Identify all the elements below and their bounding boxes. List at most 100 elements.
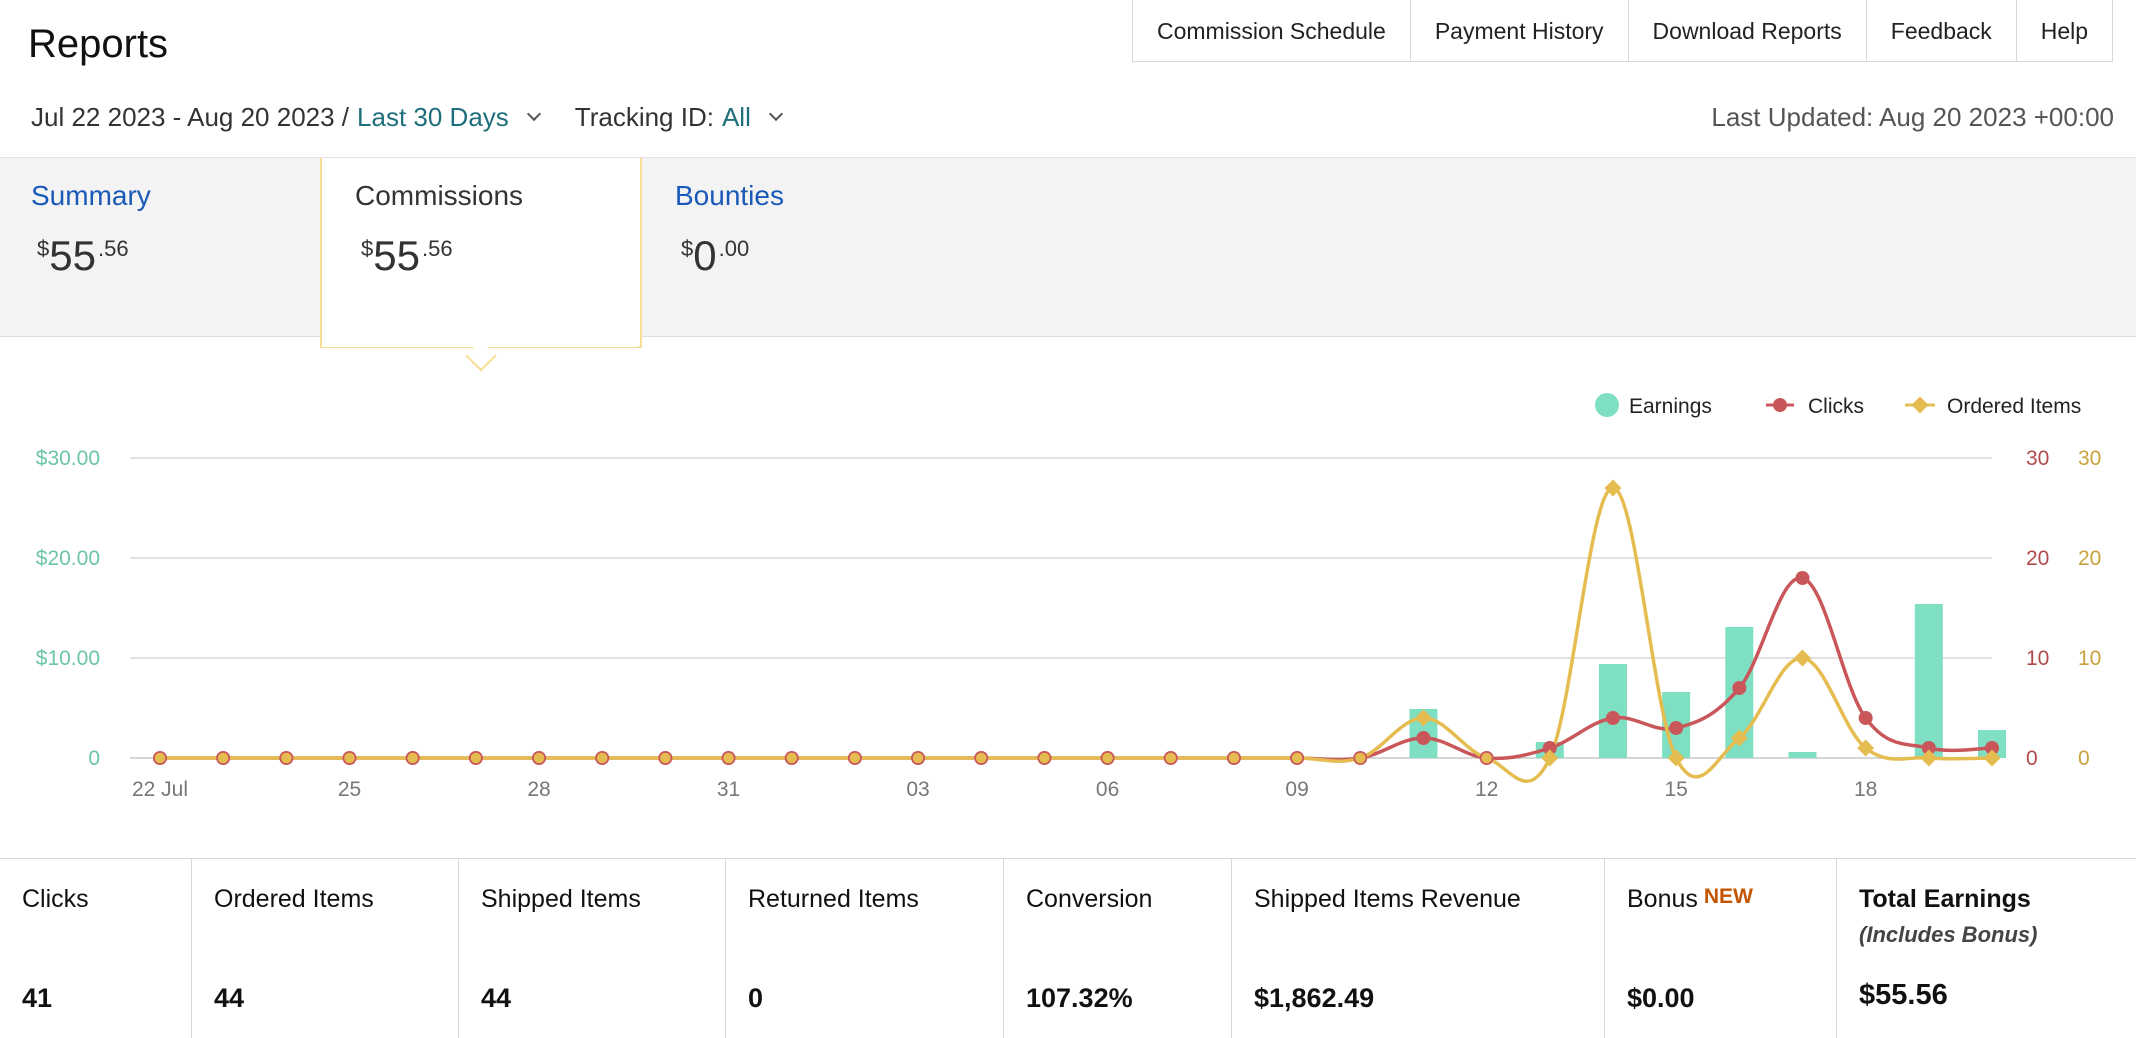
tab-summary[interactable]: Summary $ 55 .56 bbox=[0, 158, 320, 338]
stat-shipped-items: Shipped Items 44 bbox=[459, 859, 726, 1038]
left-axis-tick: $20.00 bbox=[36, 547, 100, 570]
top-nav: Commission Schedule Payment History Down… bbox=[1132, 0, 2114, 62]
page-title: Reports bbox=[28, 22, 169, 66]
ordered-items-point bbox=[1414, 709, 1432, 727]
tab-amount: $ 55 .56 bbox=[37, 232, 320, 280]
ordered-items-point bbox=[911, 751, 925, 765]
x-axis-tick: 03 bbox=[906, 778, 929, 801]
report-tabs: Summary $ 55 .56 Commissions $ 55 .56 Bo… bbox=[0, 157, 2136, 348]
nav-commission-schedule[interactable]: Commission Schedule bbox=[1133, 0, 1411, 61]
stat-value: 41 bbox=[22, 983, 53, 1013]
new-badge: NEW bbox=[1703, 885, 1753, 908]
ordered-items-point bbox=[153, 751, 167, 765]
nav-download-reports[interactable]: Download Reports bbox=[1629, 0, 1867, 61]
right-axis-ordered-tick: 0 bbox=[2078, 747, 2090, 770]
ordered-items-point bbox=[1983, 749, 2001, 767]
chevron-down-icon[interactable] bbox=[526, 106, 541, 121]
ordered-items-point bbox=[1100, 751, 1115, 765]
currency-symbol: $ bbox=[37, 236, 50, 261]
x-axis-tick: 25 bbox=[338, 778, 361, 801]
stat-value: 107.32% bbox=[1026, 983, 1133, 1013]
legend-clicks-label: Clicks bbox=[1808, 395, 1864, 418]
stat-label: Ordered Items bbox=[214, 885, 374, 913]
stat-clicks: Clicks 41 bbox=[0, 859, 192, 1038]
amount-cents: .00 bbox=[718, 236, 750, 261]
x-axis-tick: 31 bbox=[717, 778, 740, 801]
x-axis-tick: 06 bbox=[1096, 778, 1119, 801]
stat-label: Conversion bbox=[1026, 885, 1153, 913]
stat-label: Shipped Items bbox=[481, 885, 641, 913]
x-axis-tick: 22 Jul bbox=[132, 778, 188, 801]
x-axis-tick: 15 bbox=[1664, 778, 1687, 801]
date-range-dropdown[interactable]: Last 30 Days bbox=[357, 102, 509, 132]
earnings-bar bbox=[1788, 752, 1817, 758]
nav-help[interactable]: Help bbox=[2040, 18, 2089, 44]
legend-ordered-marker bbox=[1911, 396, 1929, 414]
legend-earnings-marker bbox=[1595, 393, 1619, 417]
ordered-items-point bbox=[1479, 751, 1494, 765]
stat-label: Total Earnings bbox=[1859, 885, 2031, 913]
right-axis-clicks-tick: 0 bbox=[2026, 747, 2038, 770]
right-axis-ordered-tick: 30 bbox=[2078, 447, 2101, 470]
ordered-items-point bbox=[721, 751, 736, 765]
last-updated: Last Updated: Aug 20 2023 +00:00 bbox=[1711, 102, 2114, 132]
report-filters: Jul 22 2023 - Aug 20 2023 / Last 30 Days… bbox=[31, 102, 795, 133]
ordered-items-point bbox=[405, 751, 420, 765]
chart-svg: 0 $10.00 $20.00 $30.00 0 10 20 30 0 10 20 30 22 Jul 2… bbox=[36, 393, 2101, 801]
right-axis-ordered-tick: 20 bbox=[2078, 547, 2101, 570]
stat-value: 0 bbox=[748, 983, 764, 1013]
ordered-items-point bbox=[1857, 739, 1875, 757]
stat-value: 44 bbox=[214, 983, 245, 1013]
stat-label: Returned Items bbox=[748, 885, 919, 913]
tab-amount: $ 55 .56 bbox=[361, 232, 640, 280]
tracking-id-dropdown[interactable]: All bbox=[721, 102, 751, 132]
clicks-point bbox=[1795, 571, 1810, 585]
earnings-chart: 0 $10.00 $20.00 $30.00 0 10 20 30 0 10 20 30 22 Jul 2… bbox=[0, 370, 2136, 840]
stat-shipped-items-revenue: Shipped Items Revenue $1,862.49 bbox=[1232, 859, 1605, 1038]
ordered-items-point bbox=[658, 751, 673, 765]
ordered-items-point bbox=[1667, 749, 1685, 767]
ordered-items-point bbox=[342, 751, 357, 765]
stat-value: $0.00 bbox=[1627, 983, 1695, 1013]
clicks-point bbox=[1542, 741, 1557, 755]
x-axis-tick: 09 bbox=[1285, 778, 1308, 801]
ordered-items-point bbox=[848, 751, 862, 765]
stats-bar: Clicks 41 Ordered Items 44 Shipped Items… bbox=[0, 858, 2136, 1038]
nav-feedback[interactable]: Feedback bbox=[1867, 0, 2017, 61]
ordered-items-point bbox=[279, 751, 294, 765]
right-axis-clicks-tick: 10 bbox=[2026, 647, 2049, 670]
ordered-items-point bbox=[216, 751, 230, 765]
left-axis-tick: $10.00 bbox=[36, 647, 100, 670]
active-tab-pointer-cover bbox=[322, 335, 638, 347]
stat-value: 44 bbox=[481, 983, 512, 1013]
ordered-items-point bbox=[974, 751, 988, 765]
ordered-items-point bbox=[1730, 729, 1748, 747]
amount-dollars: 55 bbox=[373, 232, 420, 279]
right-axis-clicks-tick: 20 bbox=[2026, 547, 2049, 570]
tab-label: Commissions bbox=[355, 180, 524, 211]
clicks-point bbox=[1858, 711, 1873, 725]
stat-bonus: Bonus NEW $0.00 bbox=[1605, 859, 1837, 1038]
stat-total-earnings: Total Earnings (Includes Bonus) $55.56 bbox=[1837, 859, 2136, 1038]
amount-cents: .56 bbox=[97, 236, 129, 261]
chevron-down-icon[interactable] bbox=[768, 106, 783, 121]
stat-returned-items: Returned Items 0 bbox=[726, 859, 1004, 1038]
clicks-point bbox=[1416, 731, 1431, 745]
nav-payment-history[interactable]: Payment History bbox=[1411, 0, 1629, 61]
tab-label: Bounties bbox=[675, 180, 784, 211]
stat-label: Bonus NEW bbox=[1627, 885, 1836, 914]
tab-commissions[interactable]: Commissions $ 55 .56 bbox=[320, 158, 642, 348]
ordered-items-point bbox=[1793, 649, 1811, 667]
ordered-items-point bbox=[784, 751, 799, 765]
tab-bounties[interactable]: Bounties $ 0 .00 bbox=[644, 158, 964, 338]
currency-symbol: $ bbox=[681, 236, 694, 261]
ordered-items-point bbox=[1353, 751, 1368, 765]
amount-cents: .56 bbox=[421, 236, 453, 261]
clicks-point bbox=[1985, 741, 1999, 755]
ordered-items-line bbox=[159, 486, 1993, 783]
date-range-text: Jul 22 2023 - Aug 20 2023 / bbox=[31, 102, 350, 132]
ordered-items-point bbox=[595, 751, 609, 765]
clicks-point bbox=[1605, 711, 1620, 725]
right-axis-ordered-tick: 10 bbox=[2078, 647, 2101, 670]
x-axis-tick: 12 bbox=[1475, 778, 1498, 801]
